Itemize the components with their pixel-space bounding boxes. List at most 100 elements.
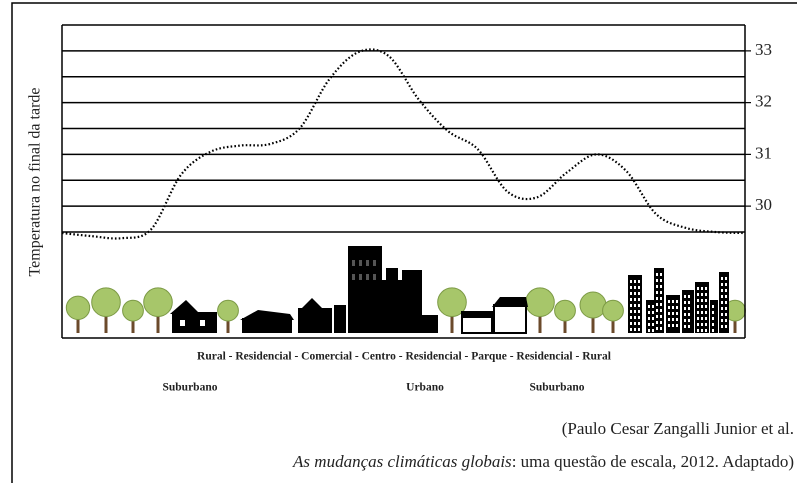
window bbox=[721, 277, 723, 280]
tree-trunk bbox=[611, 315, 615, 333]
window bbox=[697, 305, 699, 308]
window bbox=[660, 321, 662, 324]
tree-crown bbox=[122, 299, 144, 322]
window bbox=[701, 287, 703, 290]
window bbox=[638, 292, 640, 295]
tree-trunk bbox=[591, 315, 595, 333]
window bbox=[684, 325, 686, 328]
y-tick-label: 32 bbox=[755, 92, 772, 111]
window bbox=[652, 311, 654, 314]
window bbox=[725, 277, 727, 280]
building bbox=[682, 290, 694, 333]
window bbox=[672, 300, 674, 303]
temperature-curve bbox=[61, 48, 746, 240]
city-profile bbox=[65, 246, 746, 334]
tree-trunk bbox=[733, 315, 737, 333]
window bbox=[660, 279, 662, 282]
window bbox=[660, 297, 662, 300]
window bbox=[656, 327, 658, 330]
window bbox=[721, 301, 723, 304]
window bbox=[701, 299, 703, 302]
window bbox=[660, 303, 662, 306]
window bbox=[684, 301, 686, 304]
window bbox=[634, 328, 636, 331]
window bbox=[652, 317, 654, 320]
source-rest: : uma questão de escala, 2012. Adaptado) bbox=[512, 452, 794, 471]
window bbox=[648, 323, 650, 326]
window bbox=[712, 323, 714, 326]
source-reference: As mudanças climáticas globais: uma ques… bbox=[292, 452, 794, 471]
window bbox=[634, 310, 636, 313]
window bbox=[638, 328, 640, 331]
window bbox=[648, 311, 650, 314]
window bbox=[668, 300, 670, 303]
window bbox=[634, 298, 636, 301]
y-tick-label: 30 bbox=[755, 195, 772, 214]
window bbox=[688, 313, 690, 316]
window bbox=[697, 329, 699, 332]
window bbox=[656, 303, 658, 306]
y-tick-label: 33 bbox=[755, 40, 772, 59]
window bbox=[634, 322, 636, 325]
tree-crown bbox=[437, 287, 467, 318]
window bbox=[648, 305, 650, 308]
window bbox=[725, 319, 727, 322]
window bbox=[676, 306, 678, 309]
tree-trunk bbox=[131, 315, 135, 333]
window bbox=[697, 323, 699, 326]
window bbox=[676, 318, 678, 321]
window bbox=[638, 298, 640, 301]
window bbox=[705, 311, 707, 314]
window bbox=[652, 329, 654, 332]
tree-trunk bbox=[156, 315, 160, 333]
y-tick-label: 31 bbox=[755, 143, 772, 162]
window bbox=[721, 313, 723, 316]
window bbox=[634, 316, 636, 319]
window bbox=[725, 307, 727, 310]
window bbox=[630, 280, 632, 283]
window bbox=[373, 260, 376, 266]
window bbox=[630, 316, 632, 319]
tree-crown bbox=[602, 299, 624, 322]
window bbox=[684, 307, 686, 310]
window bbox=[688, 307, 690, 310]
window bbox=[668, 306, 670, 309]
window bbox=[705, 293, 707, 296]
window bbox=[359, 260, 362, 266]
window bbox=[630, 298, 632, 301]
tree-crown bbox=[554, 299, 576, 322]
window bbox=[701, 317, 703, 320]
window bbox=[684, 295, 686, 298]
window bbox=[373, 274, 376, 280]
window bbox=[688, 295, 690, 298]
window bbox=[705, 299, 707, 302]
roof bbox=[300, 298, 324, 310]
window bbox=[725, 283, 727, 286]
window bbox=[660, 315, 662, 318]
window bbox=[676, 300, 678, 303]
tree-crown bbox=[65, 295, 91, 320]
window bbox=[660, 327, 662, 330]
window bbox=[721, 319, 723, 322]
window bbox=[721, 283, 723, 286]
window bbox=[200, 320, 205, 326]
window bbox=[634, 292, 636, 295]
tree-trunk bbox=[450, 315, 454, 333]
window bbox=[712, 311, 714, 314]
window bbox=[672, 318, 674, 321]
window bbox=[656, 297, 658, 300]
window bbox=[656, 309, 658, 312]
window bbox=[725, 313, 727, 316]
tree-crown bbox=[579, 291, 607, 319]
building bbox=[420, 315, 438, 333]
window bbox=[697, 287, 699, 290]
page-border bbox=[11, 2, 797, 483]
window bbox=[705, 329, 707, 332]
window bbox=[652, 305, 654, 308]
building bbox=[646, 300, 656, 333]
window bbox=[660, 309, 662, 312]
window bbox=[660, 285, 662, 288]
window bbox=[721, 307, 723, 310]
window bbox=[672, 306, 674, 309]
source-title: As mudanças climáticas globais bbox=[292, 452, 512, 471]
